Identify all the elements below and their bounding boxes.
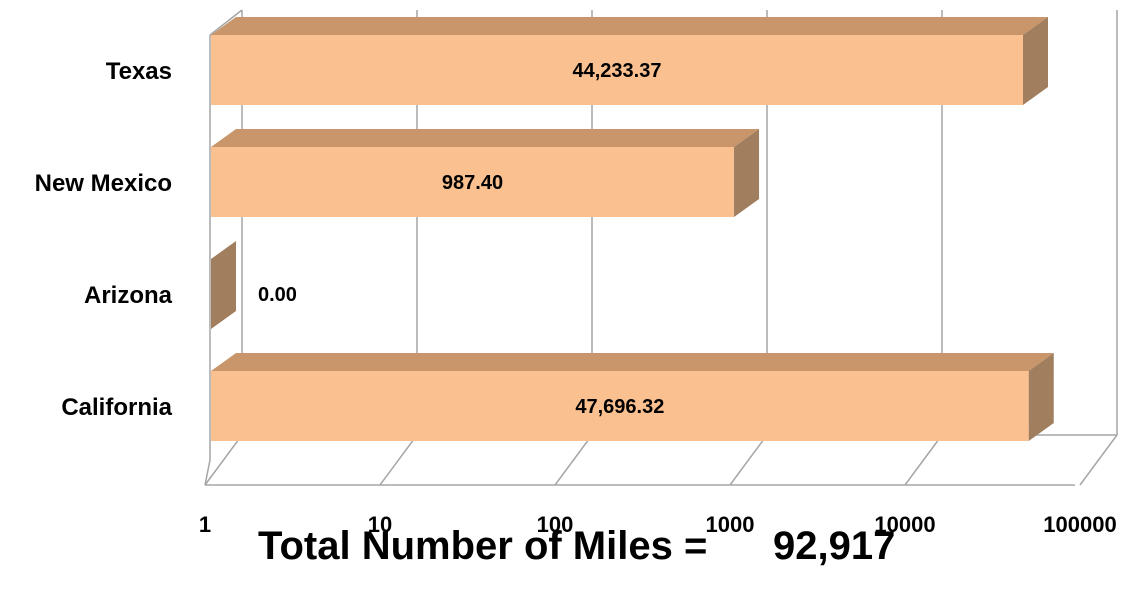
bar-top [211, 17, 1049, 35]
x-tick-label: 1000 [706, 512, 755, 537]
bar-side [734, 129, 760, 217]
category-label: California [61, 394, 172, 421]
x-tick-label: 10000 [874, 512, 935, 537]
bar [211, 371, 1029, 441]
bars [211, 17, 1054, 441]
floor-gridline [379, 434, 418, 486]
category-label: New Mexico [35, 170, 172, 197]
x-tick-label: 100 [537, 512, 574, 537]
floor-gridline [1079, 434, 1118, 486]
total-caption: Total Number of Miles = [258, 524, 708, 568]
bar-side [211, 241, 236, 329]
floor-gridline [204, 434, 243, 486]
total-summary: Total Number of Miles = 92,917 [0, 524, 1132, 584]
labels: California 47,696.32 Arizona 0.00 New Mexico… [35, 58, 1117, 537]
data-label: 47,696.32 [575, 396, 664, 418]
bar-side [1023, 17, 1049, 105]
floor-gridline [554, 434, 593, 486]
data-label: 0.00 [258, 284, 297, 306]
bar-top [211, 129, 760, 147]
floor-gridline [729, 434, 768, 486]
floor-gridline [904, 434, 943, 486]
data-label: 44,233.37 [573, 60, 662, 82]
x-tick-label: 1 [199, 512, 211, 537]
bar-top [211, 353, 1054, 371]
category-label: Arizona [84, 282, 173, 309]
bar-side [1028, 353, 1054, 441]
data-label: 987.40 [442, 172, 503, 194]
category-label: Texas [106, 58, 172, 85]
bar [211, 35, 1024, 105]
total-value: 92,917 [773, 524, 896, 568]
left-wall-top-edge [209, 9, 243, 36]
bar [211, 147, 735, 217]
x-tick-label: 100000 [1043, 512, 1116, 537]
x-tick-label: 10 [368, 512, 392, 537]
floor-left-edge [204, 459, 211, 486]
